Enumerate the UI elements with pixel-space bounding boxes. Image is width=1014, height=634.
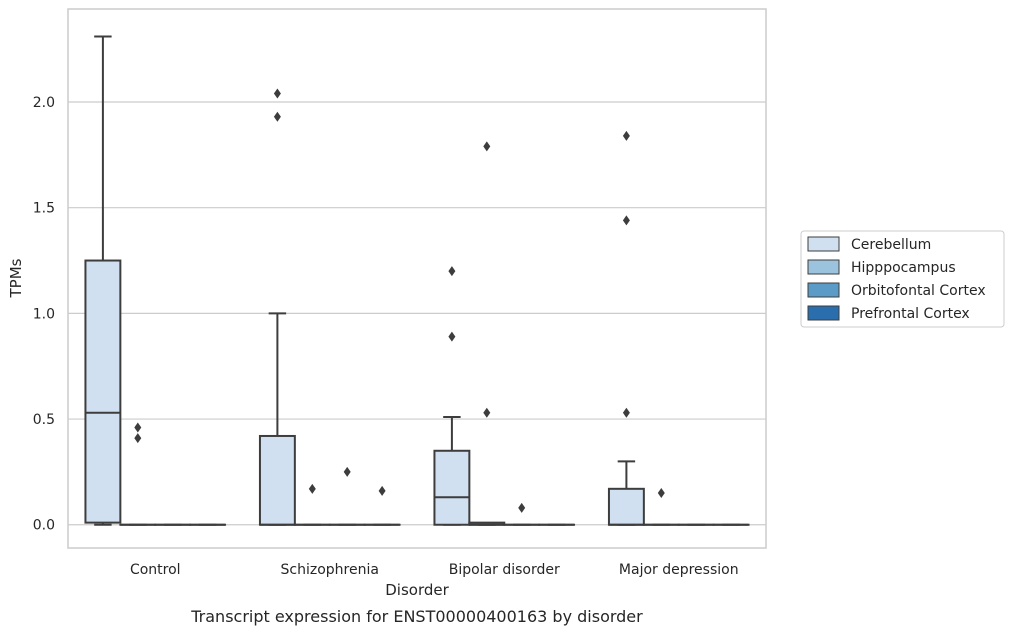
x-tick-label: Major depression [619, 562, 739, 578]
x-tick-label: Control [130, 562, 181, 578]
y-axis-label: TPMs [7, 258, 25, 298]
outlier-point [622, 215, 630, 226]
outlier-point [483, 407, 491, 418]
legend-label: Cerebellum [851, 237, 931, 253]
outlier-point [448, 331, 456, 342]
box-1-1 [293, 483, 331, 526]
outlier-point [622, 407, 630, 418]
box-1-0 [258, 88, 296, 526]
x-tick-labels: Control Schizophrenia Bipolar disorder Majo… [130, 562, 739, 578]
outlier-point [518, 502, 526, 513]
outlier-point [622, 130, 630, 141]
legend-frame [800, 230, 1005, 328]
legend-swatch [807, 259, 840, 275]
box-3-0 [607, 130, 645, 526]
outlier-point [273, 88, 281, 99]
legend-swatch [807, 282, 840, 298]
y-tick-labels: 0.0 0.5 1.0 1.5 2.0 [33, 95, 55, 534]
box-body [607, 487, 645, 526]
box-1-2 [328, 466, 366, 526]
box-0-0 [84, 35, 122, 526]
legend-swatch [807, 305, 840, 321]
y-tick-label: 2.0 [33, 95, 55, 111]
box-2-2 [503, 502, 541, 526]
outlier-point [343, 466, 351, 477]
box-body [258, 434, 296, 526]
box-2-1 [468, 141, 506, 526]
outlier-point [273, 111, 281, 122]
gridlines [68, 101, 766, 526]
y-tick-label: 1.5 [33, 201, 55, 217]
legend-label: Orbitofontal Cortex [851, 283, 986, 299]
box-1-3 [363, 485, 401, 526]
outlier-point [657, 488, 665, 499]
x-tick-label: Bipolar disorder [449, 562, 560, 578]
chart-caption: Transcript expression for ENST0000040016… [190, 607, 643, 626]
outlier-point [134, 422, 142, 433]
box-body [433, 449, 471, 526]
box-3-1 [642, 488, 680, 526]
legend-label: Hipppocampus [851, 260, 956, 276]
legend: Cerebellum Hipppocampus Orbitofontal Corte… [800, 230, 1005, 328]
outlier-point [448, 266, 456, 277]
legend-swatch [807, 236, 840, 252]
outlier-point [378, 485, 386, 496]
box-body [84, 259, 122, 524]
y-tick-label: 1.0 [33, 306, 55, 322]
y-tick-label: 0.5 [33, 412, 55, 428]
y-tick-label: 0.0 [33, 518, 55, 534]
x-axis-label: Disorder [385, 581, 449, 599]
plot-frame [67, 8, 767, 549]
outlier-point [483, 141, 491, 152]
box-2-0 [433, 266, 471, 526]
box-0-1 [119, 422, 157, 526]
outlier-point [308, 483, 316, 494]
outlier-point [134, 433, 142, 444]
x-tick-label: Schizophrenia [281, 562, 379, 578]
box-groups [84, 35, 750, 526]
legend-label: Prefrontal Cortex [851, 306, 970, 322]
